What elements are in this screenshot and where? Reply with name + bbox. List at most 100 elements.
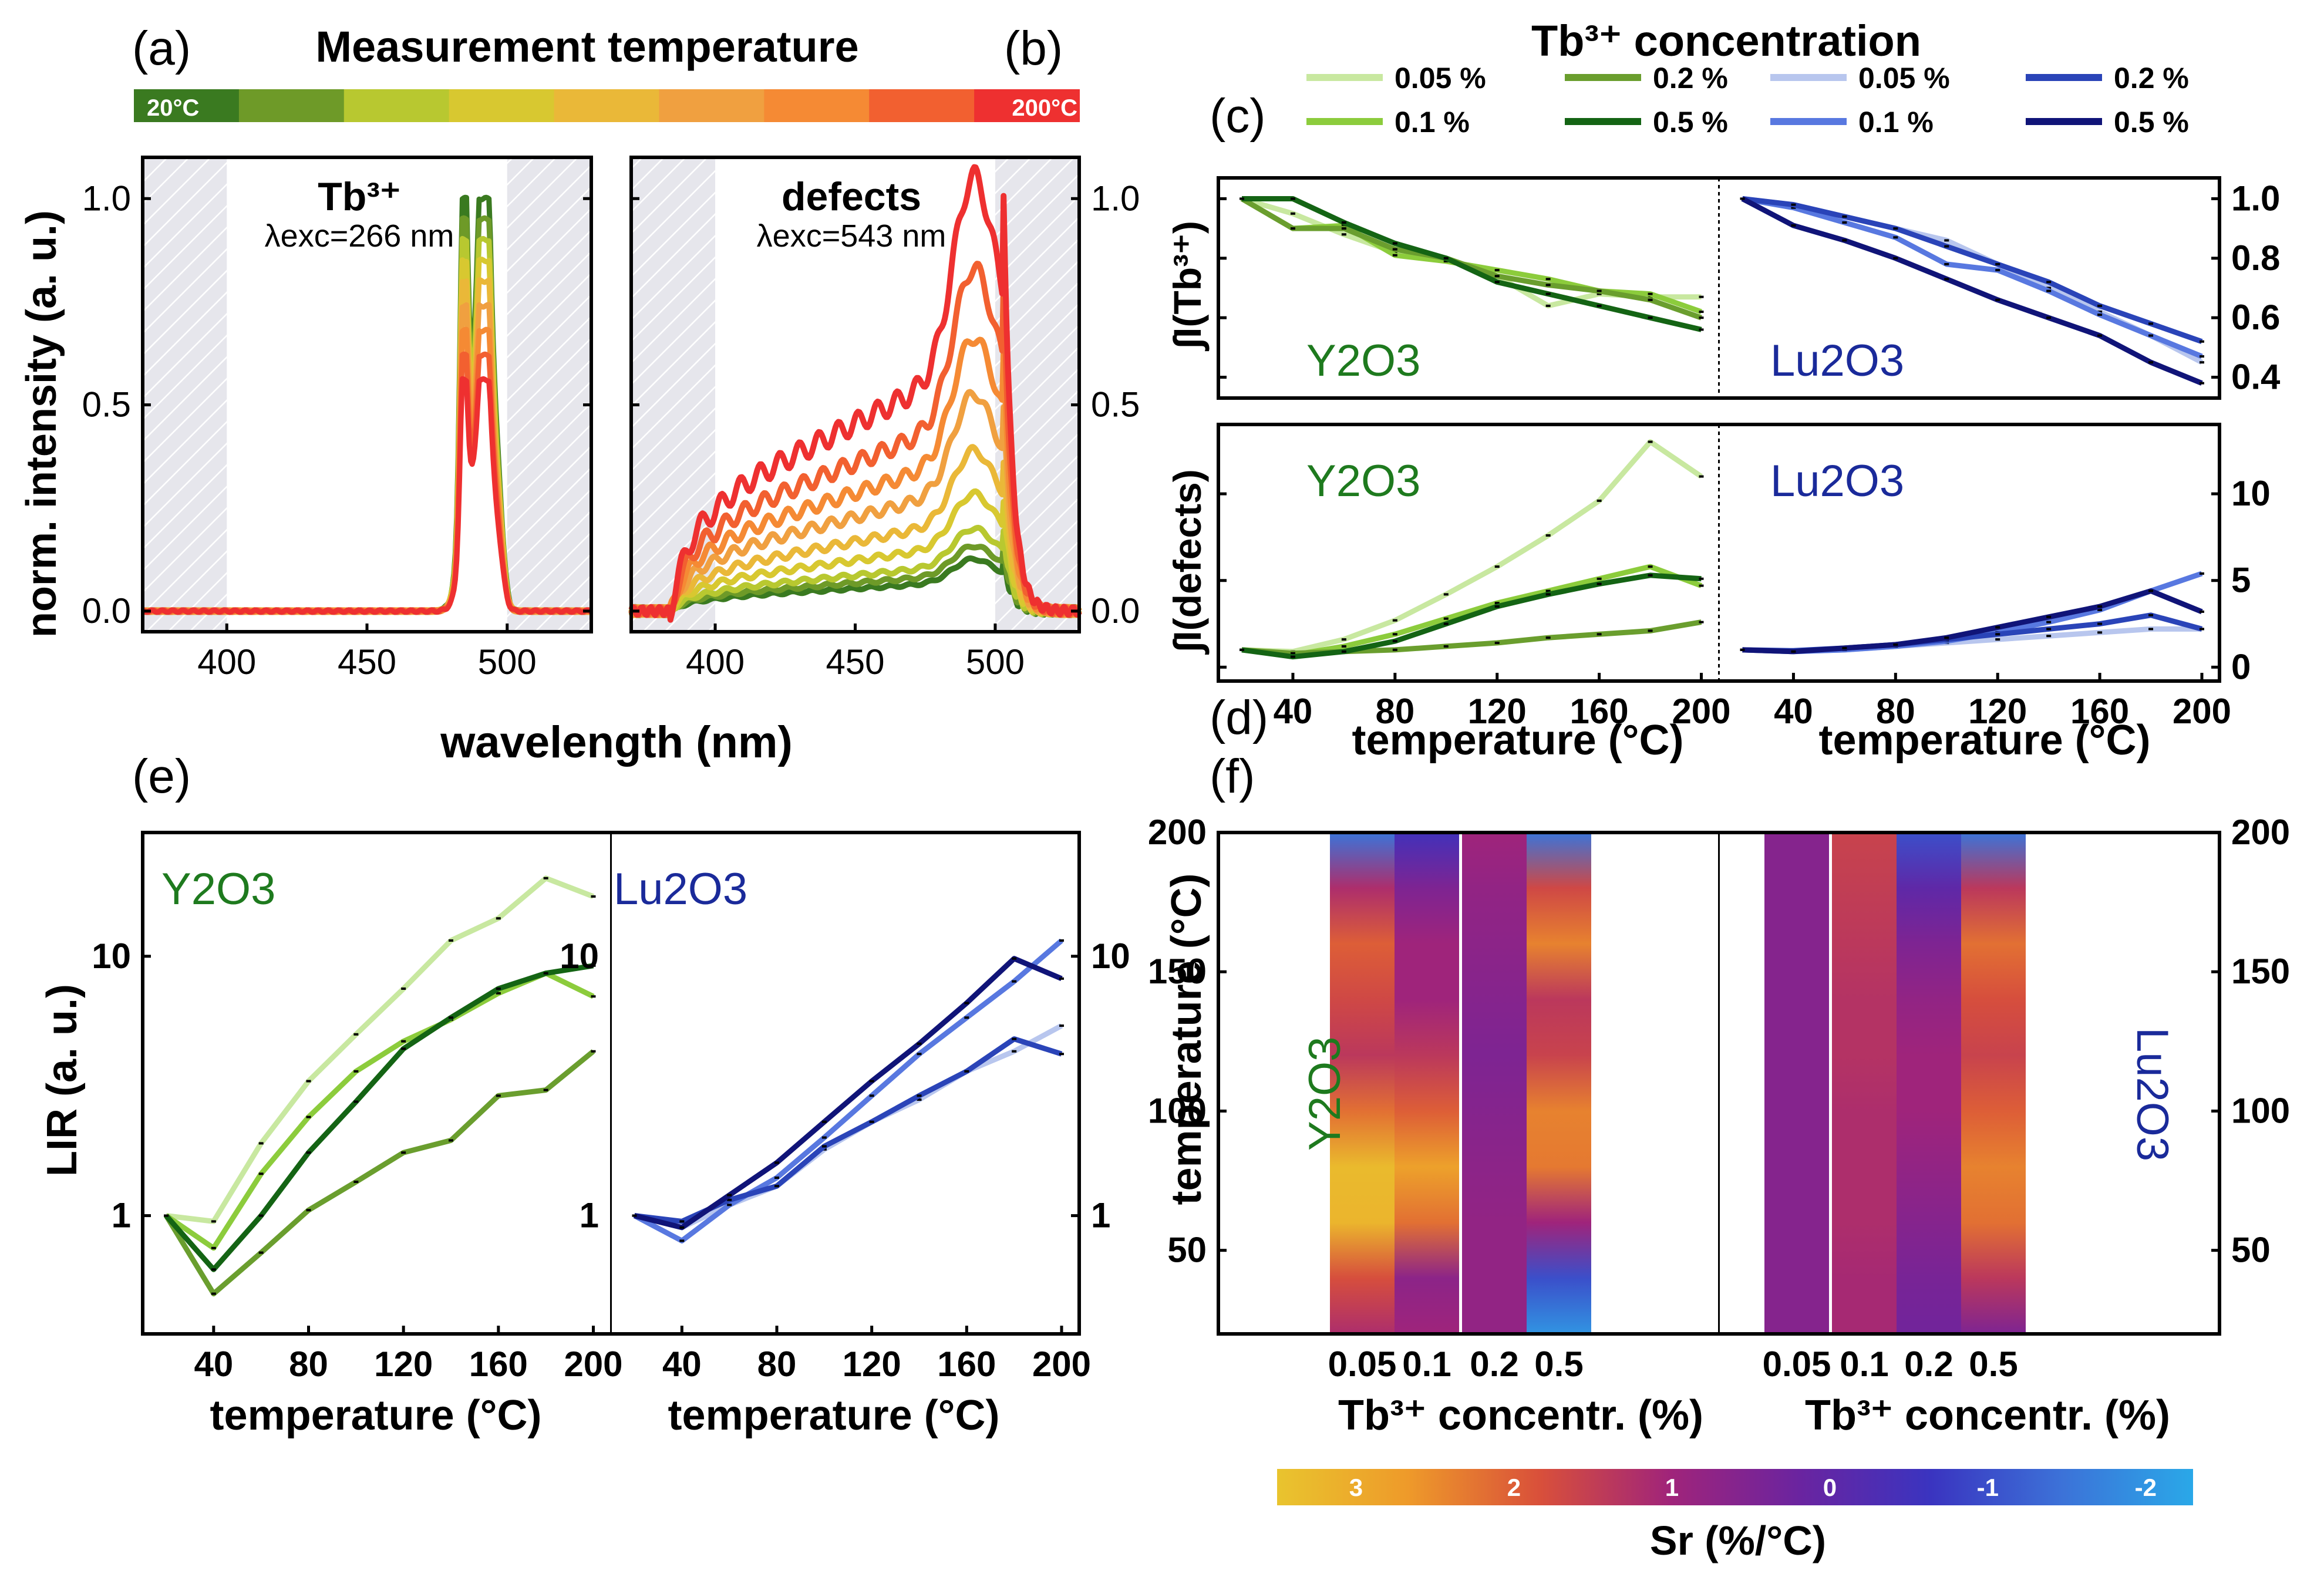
series-line-lu2o3 [1742,196,2203,344]
panel-label-f: (f) [1210,750,1255,803]
x-tick-label: 500 [478,642,537,682]
panel-c-tb-integral: 0.4 0.6 0.8 1.0 [1217,176,2281,400]
hatch-region [507,157,591,632]
x-tick-label: 120 [843,1344,901,1384]
panel-d-y2o3-label: Y2O3 [1306,456,1420,506]
colorbar-tick-label: 2 [1507,1474,1521,1501]
y-tick-label: 150 [2231,952,2290,991]
x-tick-label: 40 [194,1344,233,1384]
y-tick-label: 150 [1148,952,1207,991]
x-tick-label: 200 [564,1344,622,1384]
y-tick-label: 0 [2231,647,2251,686]
panel-c-lu2o3-label: Lu2O3 [1770,336,1904,386]
y-tick-label: 50 [1167,1231,1207,1270]
heatmap-column-lu2o3 [1897,833,1961,1334]
series-line-y2o3 [1240,196,1702,321]
x-tick-label: 80 [1876,692,1915,731]
x-tick-label: 400 [197,642,256,682]
spectrum-curve [628,164,1082,623]
legend-label-y2o3: 0.5 % [1653,106,1728,139]
panel-e-xlabel-right: temperature (°C) [668,1392,1000,1439]
y-tick-label: 5 [2231,561,2251,600]
x-tick-label-y2o3: 0.5 [1534,1344,1583,1384]
panel-d-xlabel-left: temperature (°C) [1352,717,1684,764]
x-tick-label: 160 [469,1344,528,1384]
colorbar-label: Sr (%/°C) [1650,1518,1826,1563]
legend-label-lu2o3: 0.1 % [1858,106,1934,139]
series-line-lu2o3 [633,938,1063,1243]
panel-f-ylabel: temperature (°C) [1163,874,1210,1205]
temp-bar-segment [343,89,450,122]
x-tick-label-lu2o3: 0.1 [1840,1344,1888,1384]
x-tick-label: 80 [289,1344,328,1384]
panel-label-b: (b) [1004,22,1063,75]
heatmap-column-y2o3 [1527,833,1591,1334]
y-tick-label: 200 [2231,813,2290,852]
temp-bar-segment [238,89,345,122]
colorbar-gradient [1277,1469,2193,1505]
x-tick-label: 160 [937,1344,996,1384]
y-tick-label: 0.0 [1091,591,1140,631]
colorbar-tick-label: 1 [1665,1474,1679,1501]
x-tick-label-lu2o3: 0.05 [1763,1344,1831,1384]
series-line-lu2o3 [634,956,1063,1231]
heatmap-column-y2o3 [1462,833,1527,1334]
panel-a-title: Tb³⁺ [318,174,401,219]
panel-c-y2o3-label: Y2O3 [1306,336,1420,386]
legend-label-lu2o3: 0.05 % [1858,62,1950,95]
x-tick-label-y2o3: 0.1 [1402,1344,1451,1384]
x-tick-label: 400 [686,642,745,682]
y-tick-label: 100 [1148,1091,1207,1130]
plot-frame [141,831,1081,1336]
panel-label-d: (d) [1210,691,1268,744]
panel-f-xlabel-right: Tb³⁺ concentr. (%) [1805,1392,2170,1439]
y-tick-label: 200 [1148,813,1207,852]
y-tick-label: 1.0 [2231,178,2280,218]
series-line-y2o3 [1241,439,1703,655]
y-tick-label: 0.5 [82,385,131,424]
x-tick-label: 40 [662,1344,702,1384]
heatmap-column-lu2o3 [1961,833,2026,1334]
panel-label-e: (e) [132,750,191,803]
legend-label-y2o3: 0.1 % [1395,106,1470,139]
x-tick-label-y2o3: 0.05 [1328,1344,1397,1384]
y-tick-label-mid: 10 [560,936,599,976]
temp-bar-segment [869,89,975,122]
temp-bar-segment [554,89,660,122]
series-line-y2o3 [164,1049,595,1297]
y-tick-label: 0.0 [82,591,131,631]
plot-frame [1217,831,2221,1336]
x-tick-label-y2o3: 0.2 [1470,1344,1518,1384]
y-tick-label: 10 [92,936,131,976]
x-tick-label: 120 [1468,692,1527,731]
temp-bar-segment [659,89,765,122]
x-tick-label: 160 [1570,692,1629,731]
x-tick-label-lu2o3: 0.5 [1969,1344,2017,1384]
temp-bar-segment [134,89,240,122]
colorbar-tick-label: -2 [2135,1474,2157,1501]
panel-label-a: (a) [132,22,191,75]
colorbar-tick-label: -1 [1977,1474,1999,1501]
x-tick-label: 450 [338,642,396,682]
x-tick-label: 120 [1968,692,2027,731]
y-tick-label: 0.4 [2231,358,2281,397]
spectrum-curve [629,524,1082,618]
panel-e-xlabel-left: temperature (°C) [210,1392,542,1439]
panel-e-ylabel: LIR (a. u.) [39,984,86,1177]
series-line-y2o3 [166,875,595,1224]
panel-f-y2o3-label: Y2O3 [1300,1037,1350,1151]
y-tick-label: 0.5 [1091,385,1140,424]
spectrum-curve [141,376,593,615]
panel-b-title: defects [782,174,921,219]
y-tick-label: 1 [112,1196,131,1235]
y-tick-label-mid: 1 [580,1196,599,1235]
heatmap-column-y2o3 [1395,833,1459,1334]
temp-bar-segment [449,89,555,122]
x-tick-label: 80 [757,1344,797,1384]
series-line-lu2o3 [634,1036,1063,1224]
series-line-lu2o3 [1741,196,2203,386]
x-tick-label: 450 [826,642,884,682]
concentration-legend: 0.05 % 0.2 % 0.1 % 0.5 % 0.05 % 0.2 % 0.1 % 0.5… [1306,62,2189,139]
legend-label-lu2o3: 0.2 % [2114,62,2189,95]
